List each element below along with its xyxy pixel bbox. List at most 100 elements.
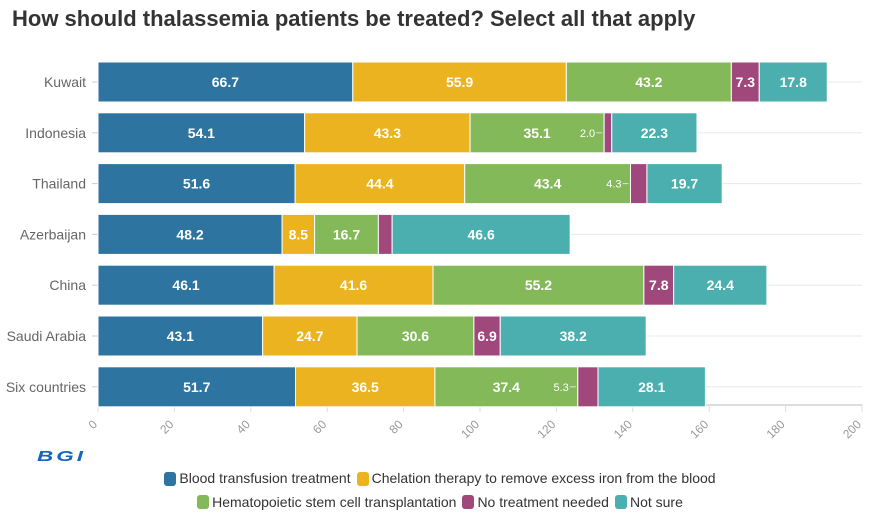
category-label: Saudi Arabia [7, 328, 87, 344]
data-label: 4.3 [606, 179, 621, 191]
legend-label: Blood transfusion treatment [179, 470, 351, 486]
legend-label: Not sure [629, 493, 683, 510]
bar-segment[interactable] [352, 61, 567, 103]
x-tick-label: 160 [687, 417, 711, 441]
legend-item[interactable]: Chelation therapy to remove excess iron … [356, 468, 716, 489]
bar-segment[interactable] [391, 213, 571, 255]
data-label: 7.8 [649, 277, 669, 293]
bar-segment[interactable] [97, 366, 296, 408]
bar-segment[interactable] [611, 112, 698, 154]
data-label: 7.3 [736, 74, 756, 90]
chart-title: How should thalassemia patients be treat… [12, 6, 696, 31]
bar-segment[interactable] [464, 163, 632, 205]
data-label: 55.2 [525, 277, 552, 293]
data-label: 44.4 [366, 176, 393, 192]
data-label: 46.1 [172, 277, 199, 293]
bar-segment[interactable] [597, 366, 706, 408]
data-label: 51.7 [183, 379, 210, 395]
legend-label: No treatment needed [477, 493, 609, 510]
x-tick-label: 20 [157, 417, 177, 437]
data-label: 55.9 [446, 74, 473, 90]
category-label: China [49, 277, 86, 293]
legend: Blood transfusion treatment Chelation the… [0, 468, 880, 515]
legend-item[interactable]: No treatment needed [462, 492, 609, 513]
data-label: 24.4 [707, 277, 734, 293]
data-label: 54.1 [188, 125, 215, 141]
legend-item[interactable]: Blood transfusion treatment [164, 468, 351, 489]
data-label: 36.5 [352, 379, 379, 395]
data-label: 38.2 [560, 328, 587, 344]
data-label: 43.2 [635, 74, 662, 90]
bar-segment[interactable] [473, 315, 501, 357]
legend-swatch [462, 495, 475, 509]
bar-segment[interactable] [469, 112, 605, 154]
data-label: 43.1 [167, 328, 194, 344]
bar-segment[interactable] [262, 315, 358, 357]
data-label: 30.6 [402, 328, 429, 344]
data-label: 43.4 [534, 176, 561, 192]
x-tick-label: 80 [386, 417, 406, 437]
bar-segment[interactable] [314, 213, 379, 255]
bar-segment[interactable] [603, 112, 613, 154]
data-label: 28.1 [638, 379, 665, 395]
data-label: 2.0 [580, 128, 595, 140]
bar-segment[interactable] [730, 61, 760, 103]
data-label: 16.7 [333, 226, 360, 242]
data-label: 41.6 [340, 277, 367, 293]
bar-segment[interactable] [646, 163, 723, 205]
bar-segment[interactable] [434, 366, 579, 408]
bar-segment[interactable] [758, 61, 828, 103]
x-tick-label: 60 [310, 417, 330, 437]
legend-item[interactable]: Hematopoietic stem cell transplantation [197, 492, 456, 513]
bar-segment[interactable] [499, 315, 647, 357]
data-label: 51.6 [183, 176, 210, 192]
bar-segment[interactable] [673, 264, 768, 306]
bar-segment[interactable] [97, 61, 354, 103]
bar-segment[interactable] [97, 112, 306, 154]
legend-item[interactable]: Not sure [614, 492, 683, 513]
x-tick-label: 180 [764, 417, 788, 441]
legend-swatch [197, 495, 210, 509]
data-label: 24.7 [296, 328, 323, 344]
data-label: 19.7 [671, 176, 698, 192]
legend-label: Chelation therapy to remove excess iron … [371, 470, 716, 486]
bar-segment[interactable] [304, 112, 471, 154]
category-label: Thailand [32, 176, 86, 192]
bar-segment[interactable] [97, 213, 283, 255]
data-label: 8.5 [289, 226, 309, 242]
bar-segment[interactable] [356, 315, 475, 357]
legend-swatch [164, 471, 177, 486]
bar-segment[interactable] [577, 366, 599, 408]
x-tick-label: 200 [840, 417, 864, 441]
category-label: Six countries [6, 379, 86, 395]
data-label: 66.7 [212, 74, 239, 90]
data-label: 6.9 [477, 328, 497, 344]
bar-segment[interactable] [273, 264, 434, 306]
bar-segment[interactable] [630, 163, 648, 205]
x-tick-label: 40 [234, 417, 254, 437]
bar-segment[interactable] [565, 61, 732, 103]
category-label: Azerbaijan [20, 226, 86, 242]
x-tick-label: 140 [611, 417, 635, 441]
bgi-logo: BGI [37, 448, 87, 465]
legend-swatch [356, 471, 369, 486]
data-label: 37.4 [493, 379, 520, 395]
data-label: 22.3 [641, 125, 668, 141]
bar-segment[interactable] [643, 264, 675, 306]
bar-segment[interactable] [281, 213, 316, 255]
legend-swatch [614, 495, 627, 509]
x-tick-label: 120 [534, 417, 558, 441]
data-label: 5.3 [553, 382, 568, 394]
category-label: Indonesia [25, 125, 86, 141]
data-label: 43.3 [374, 125, 401, 141]
x-tick-label: 0 [85, 417, 100, 432]
data-label: 46.6 [468, 226, 495, 242]
data-label: 17.8 [780, 74, 807, 90]
category-label: Kuwait [44, 74, 86, 90]
x-tick-label: 100 [458, 417, 482, 441]
data-label: 35.1 [523, 125, 550, 141]
legend-label: Hematopoietic stem cell transplantation [212, 493, 457, 510]
bar-segment[interactable] [377, 213, 393, 255]
data-label: 48.2 [176, 226, 203, 242]
